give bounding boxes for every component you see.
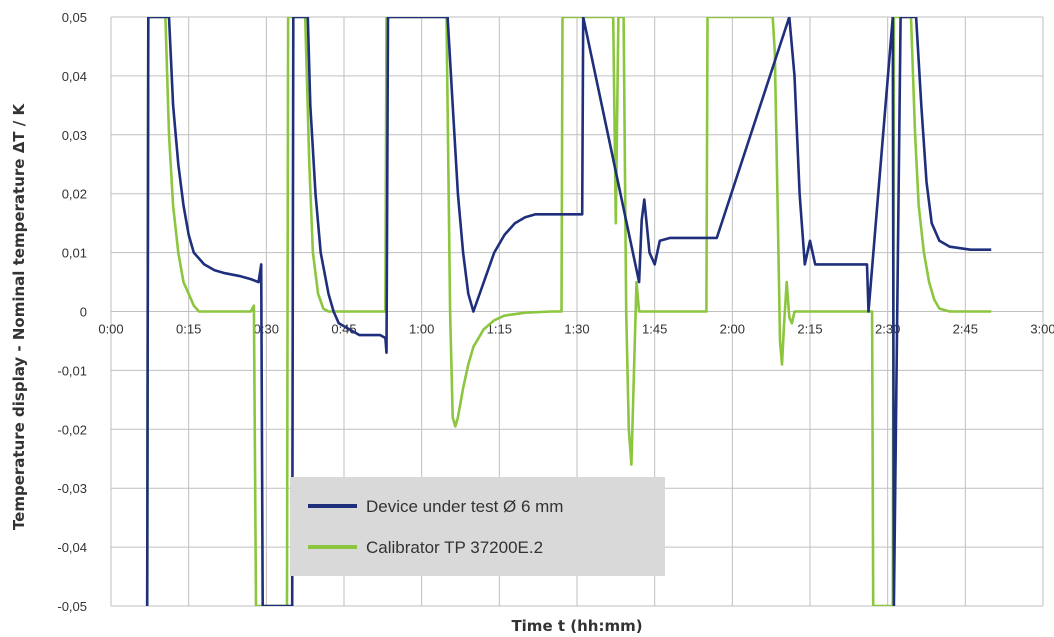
tick-labels: 0,05 0,04 0,03 0,02 0,01 0 -0,01 -0,02 -0,03 -0,0… xyxy=(57,10,1054,614)
y-tick-label: 0,05 xyxy=(62,10,87,25)
x-axis-title: Time t (hh:mm) xyxy=(511,617,642,635)
x-tick-label: 2:15 xyxy=(797,322,822,337)
legend: Device under test Ø 6 mm Calibrator TP 3… xyxy=(290,477,665,576)
y-tick-label: -0,02 xyxy=(57,422,87,437)
y-tick-label: 0,03 xyxy=(62,128,87,143)
x-tick-label: 0:00 xyxy=(98,322,123,337)
x-tick-label: 0:15 xyxy=(176,322,201,337)
y-tick-label: 0,02 xyxy=(62,187,87,202)
x-tick-label: 1:15 xyxy=(487,322,512,337)
x-tick-label: 1:00 xyxy=(409,322,434,337)
y-tick-label: -0,05 xyxy=(57,599,87,614)
series-line-device xyxy=(145,17,992,606)
y-tick-label: 0,01 xyxy=(62,246,87,261)
legend-box xyxy=(290,477,665,576)
legend-label-calibrator: Calibrator TP 37200E.2 xyxy=(366,538,543,557)
legend-label-device: Device under test Ø 6 mm xyxy=(366,497,563,516)
y-tick-label: 0 xyxy=(80,305,87,320)
y-tick-label: -0,01 xyxy=(57,363,87,378)
x-tick-label: 1:30 xyxy=(564,322,589,337)
y-tick-label: -0,03 xyxy=(57,481,87,496)
x-tick-label: 2:00 xyxy=(720,322,745,337)
series-line-calibrator xyxy=(145,17,992,606)
series-lines xyxy=(145,17,992,606)
x-tick-label: 2:45 xyxy=(953,322,978,337)
y-axis-title: Temperature display - Nominal temperatur… xyxy=(10,103,28,531)
x-tick-label: 3:00 xyxy=(1030,322,1054,337)
x-tick-label: 0:30 xyxy=(254,322,279,337)
y-tick-label: -0,04 xyxy=(57,540,87,555)
x-tick-label: 1:45 xyxy=(642,322,667,337)
x-tick-label: 0:45 xyxy=(331,322,356,337)
y-tick-label: 0,04 xyxy=(62,69,87,84)
